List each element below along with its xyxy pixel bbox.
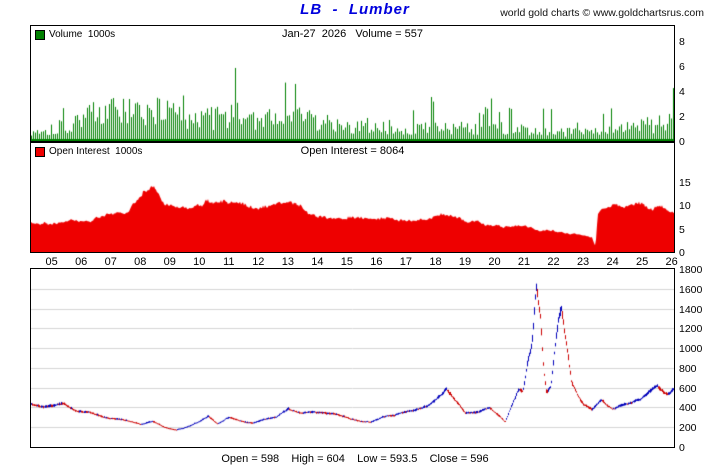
y-tick-label: 0 xyxy=(679,136,685,148)
open-interest-panel: Open Interest 1000s Open Interest = 8064 xyxy=(30,142,675,253)
y-tick-label: 400 xyxy=(679,402,697,415)
y-tick-label: 1800 xyxy=(679,264,703,276)
open-interest-area-canvas xyxy=(31,143,674,252)
x-tick-label: 13 xyxy=(281,256,294,268)
y-tick-label: 1600 xyxy=(679,283,703,296)
x-tick-label: 26 xyxy=(665,256,678,268)
open-interest-info-text: Open Interest = 8064 xyxy=(300,145,405,157)
x-tick-label: 08 xyxy=(134,256,147,268)
x-tick-label: 11 xyxy=(223,256,235,268)
x-tick-label: 17 xyxy=(399,256,413,268)
x-tick-label: 15 xyxy=(340,256,354,268)
y-tick-label: 2 xyxy=(679,111,685,123)
x-tick-label: 21 xyxy=(517,256,531,268)
y-tick-label: 1200 xyxy=(679,323,703,336)
x-tick-label: 12 xyxy=(252,256,265,268)
y-tick-label: 6 xyxy=(679,61,685,73)
price-ohlc-canvas xyxy=(31,269,674,447)
x-tick-label: 10 xyxy=(193,256,206,268)
y-tick-label: 600 xyxy=(679,382,697,395)
x-tick-label: 22 xyxy=(547,256,560,268)
y-tick-label: 8 xyxy=(679,36,685,48)
volume-legend-swatch-icon xyxy=(35,29,45,40)
y-tick-label: 200 xyxy=(679,422,697,435)
x-tick-label: 25 xyxy=(635,256,649,268)
x-tick-label: 05 xyxy=(45,256,58,268)
x-tick-label: 09 xyxy=(163,256,176,268)
x-tick-label: 07 xyxy=(104,256,117,268)
open-interest-legend-swatch-icon xyxy=(35,146,45,157)
y-tick-label: 800 xyxy=(679,362,697,375)
ohlc-summary-footer: Open = 598 High = 604 Low = 593.5 Close … xyxy=(221,453,489,465)
y-tick-label: 1400 xyxy=(679,303,703,316)
y-tick-label: 0 xyxy=(679,247,685,259)
volume-panel: Volume 1000s Jan-27 2026 Volume = 557 xyxy=(30,25,675,142)
volume-info-text: Jan-27 2026 Volume = 557 xyxy=(282,28,423,40)
y-tick-label: 15 xyxy=(679,177,691,190)
y-tick-label: 10 xyxy=(679,200,691,213)
volume-legend-label: Volume 1000s xyxy=(49,29,116,40)
x-tick-label: 20 xyxy=(488,256,501,268)
x-tick-label: 14 xyxy=(311,256,324,268)
volume-legend: Volume 1000s xyxy=(35,29,115,40)
y-tick-label: 5 xyxy=(679,223,685,236)
open-interest-legend: Open Interest 1000s xyxy=(35,146,142,157)
watermark-text: world gold charts © www.goldchartsrus.co… xyxy=(500,7,704,19)
y-tick-label: 1000 xyxy=(679,343,703,356)
price-panel xyxy=(30,268,675,448)
x-tick-label: 16 xyxy=(370,256,383,268)
chart-title: LB - Lumber xyxy=(300,1,410,18)
x-tick-label: 06 xyxy=(75,256,88,268)
volume-bars-canvas xyxy=(31,26,674,141)
y-tick-label: 4 xyxy=(679,86,685,98)
x-tick-label: 23 xyxy=(576,256,590,268)
y-tick-label: 0 xyxy=(679,442,685,454)
x-tick-label: 24 xyxy=(606,256,619,268)
x-tick-label: 19 xyxy=(458,256,472,268)
open-interest-legend-label: Open Interest 1000s xyxy=(49,146,143,157)
x-tick-label: 18 xyxy=(429,256,442,268)
